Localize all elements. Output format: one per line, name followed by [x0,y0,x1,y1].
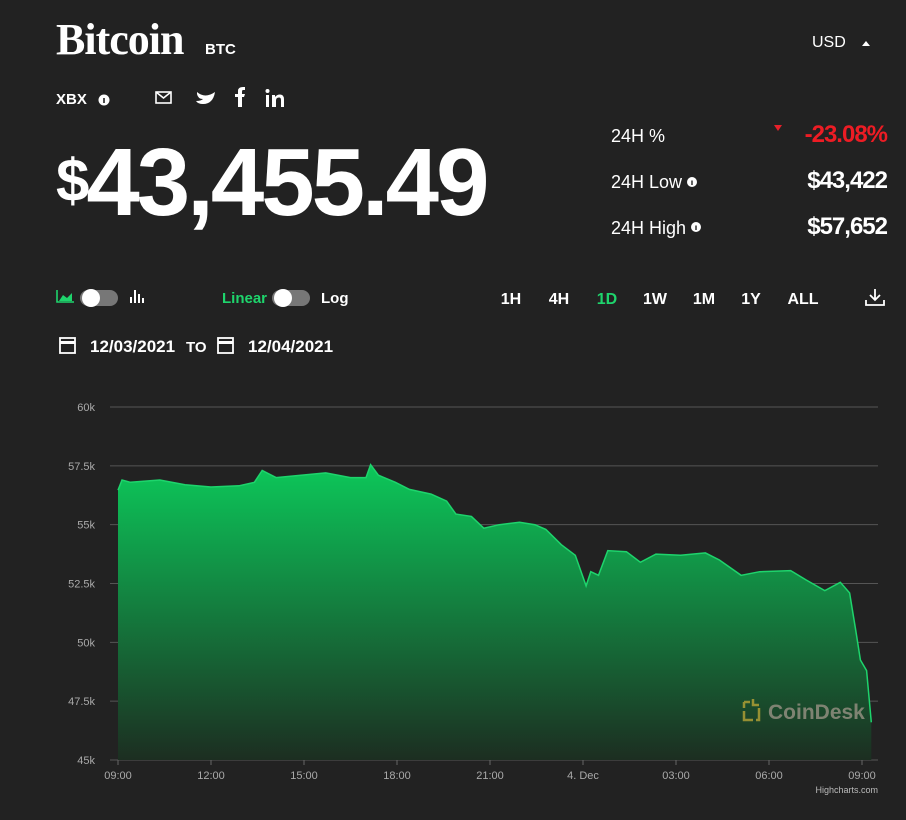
x-tick-label: 18:00 [383,770,411,782]
y-tick-label: 60k [77,402,95,414]
stat-label: 24H Low [611,172,683,192]
price-symbol: $ [56,147,89,214]
area-fill [118,464,872,760]
x-tick-label: 15:00 [290,770,318,782]
icons [56,41,885,722]
x-tick-label: 21:00 [476,770,504,782]
range-button[interactable]: 4H [548,291,570,308]
y-tick-label: 50k [77,637,95,649]
watermark: CoinDesk [768,701,865,724]
stat-label: 24H % [611,126,666,146]
currency[interactable]: USD [812,34,846,51]
scale-option[interactable]: Linear [222,290,268,307]
index: XBX [56,91,87,108]
x-tick-label: 03:00 [662,770,690,782]
range-button[interactable]: 1W [643,291,667,308]
range-button[interactable]: 1D [596,291,618,308]
range-button[interactable]: 1M [692,291,716,308]
date-from[interactable]: 12/03/2021 [90,337,176,356]
y-tick-label: 47.5k [68,696,95,708]
stat-value: -23.08% [804,121,888,148]
x-tick-label: 4. Dec [567,770,599,782]
stat-label: 24H High [611,218,687,238]
x-tick-label: 09:00 [104,770,132,782]
stat-value: $57,652 [807,213,888,240]
range-button[interactable]: 1H [500,291,522,308]
x-tick-label: 09:00 [848,770,876,782]
symbol: BTC [205,41,236,58]
y-tick-label: 55k [77,520,95,532]
y-tick-label: 57.5k [68,461,95,473]
y-tick-label: 45k [77,755,95,767]
title: Bitcoin [56,15,184,64]
date-separator: TO [186,339,207,356]
x-tick-label: 06:00 [755,770,783,782]
range-button[interactable]: 1Y [741,291,761,308]
credits: Highcharts.com [815,785,878,795]
price-amount: 43,455.49 [86,129,489,236]
stat-value: $43,422 [807,167,888,194]
range-button[interactable]: ALL [787,291,819,308]
y-tick-label: 52.5k [68,579,95,591]
x-tick-label: 12:00 [197,770,225,782]
scale-option[interactable]: Log [321,290,349,307]
date-to[interactable]: 12/04/2021 [248,337,334,356]
price: $43,455.49 [56,128,489,238]
price-line [117,463,873,723]
